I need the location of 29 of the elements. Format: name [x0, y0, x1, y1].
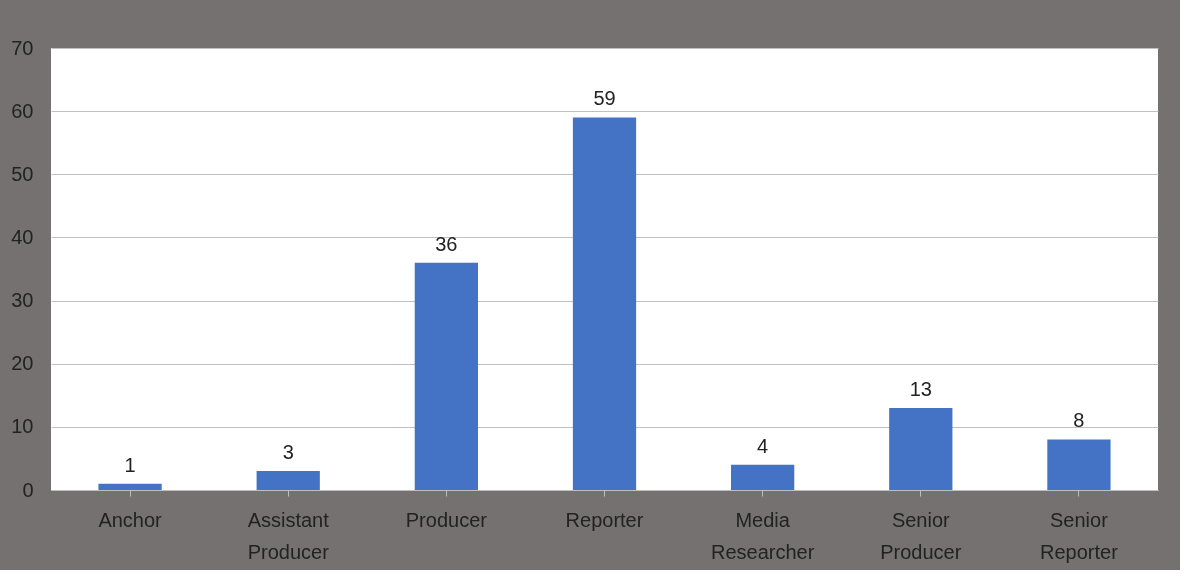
bar [889, 407, 953, 490]
y-tick-label: 60 [11, 99, 34, 122]
y-tick-label: 30 [11, 289, 34, 312]
y-tick-label: 40 [11, 225, 34, 248]
data-label: 13 [909, 377, 932, 400]
x-tick-label: Media Researcher [710, 508, 815, 563]
data-label: 8 [1073, 409, 1085, 432]
x-tick-label: Senior Producer [880, 508, 962, 563]
y-tick-label: 20 [11, 352, 34, 375]
bar [414, 262, 478, 490]
x-tick-label: Senior Reporter [1040, 508, 1119, 563]
bar [1047, 439, 1111, 490]
bar [98, 483, 162, 490]
x-tick-label: Anchor [98, 508, 163, 531]
data-label: 4 [757, 434, 769, 457]
x-tick-label: Producer [405, 508, 488, 531]
data-label: 36 [435, 232, 458, 255]
bar [256, 471, 320, 490]
y-tick-label: 0 [22, 478, 34, 501]
data-label: 3 [282, 441, 294, 464]
bar [572, 117, 637, 490]
y-tick-label: 70 [11, 36, 34, 59]
x-tick-label: Reporter [565, 508, 644, 531]
bar [731, 464, 795, 490]
x-tick-label: Assistant Producer [247, 508, 330, 563]
data-label: 1 [124, 453, 136, 476]
y-tick-label: 10 [11, 415, 34, 438]
y-tick-label: 50 [11, 162, 34, 185]
data-label: 59 [593, 87, 616, 110]
